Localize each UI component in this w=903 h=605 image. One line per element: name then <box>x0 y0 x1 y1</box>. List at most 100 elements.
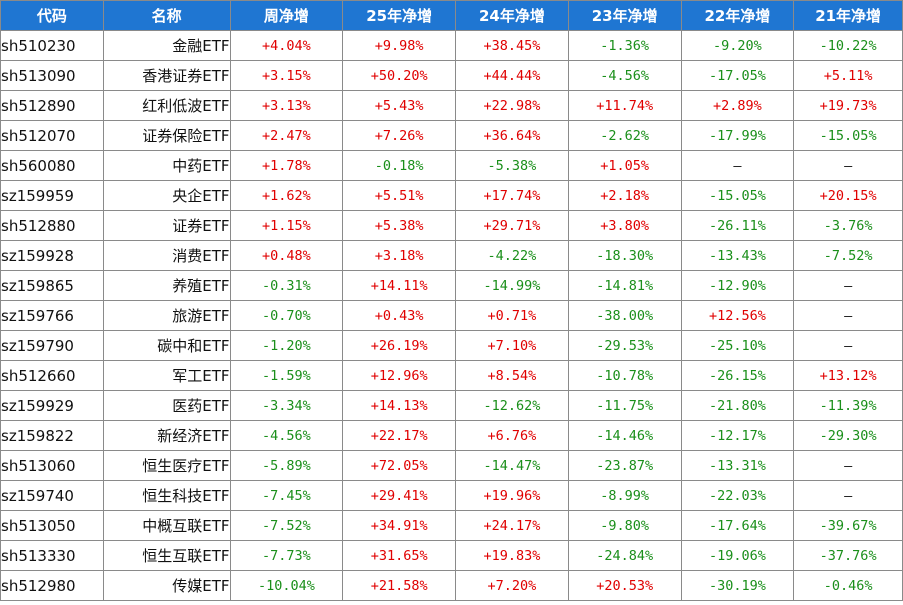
cell-code: sz159929 <box>0 390 104 421</box>
table-row: sh512890 红利低波ETF +3.13% +5.43% +22.98% +11.74… <box>0 90 903 121</box>
cell-y22: -17.64% <box>680 510 795 541</box>
cell-y25: +5.38% <box>342 210 457 241</box>
cell-y24: -14.47% <box>455 450 569 481</box>
table-row: sz159929 医药ETF -3.34% +14.13% -12.62% -11.75%… <box>0 390 903 421</box>
table-row: sz159822 新经济ETF -4.56% +22.17% +6.76% -14.46%… <box>0 420 903 451</box>
cell-week: +2.47% <box>229 120 344 151</box>
table-row: sz159865 养殖ETF -0.31% +14.11% -14.99% -14.81%… <box>0 270 903 301</box>
cell-y22: +2.89% <box>680 90 795 121</box>
cell-week: -7.52% <box>229 510 344 541</box>
cell-y25: +14.13% <box>342 390 457 421</box>
cell-name: 消费ETF <box>102 240 231 271</box>
cell-name: 军工ETF <box>102 360 231 391</box>
cell-y23: -1.36% <box>567 30 682 61</box>
header-y24: 24年净增 <box>455 0 569 31</box>
cell-code: sh512890 <box>0 90 104 121</box>
table-body: sh510230 金融ETF +4.04% +9.98% +38.45% -1.36% -9… <box>0 30 903 601</box>
cell-y22: -12.90% <box>680 270 795 301</box>
cell-y22: -19.06% <box>680 540 795 571</box>
cell-y22: -17.99% <box>680 120 795 151</box>
cell-y23: -14.46% <box>567 420 682 451</box>
cell-code: sh512660 <box>0 360 104 391</box>
cell-y22: -30.19% <box>680 570 795 601</box>
cell-y21: -29.30% <box>793 420 903 451</box>
cell-y24: +44.44% <box>455 60 569 91</box>
cell-y23: +3.80% <box>567 210 682 241</box>
table-row: sh513330 恒生互联ETF -7.73% +31.65% +19.83% -24.8… <box>0 540 903 571</box>
cell-name: 中概互联ETF <box>102 510 231 541</box>
header-name: 名称 <box>102 0 231 31</box>
cell-y22: -26.11% <box>680 210 795 241</box>
cell-code: sh513050 <box>0 510 104 541</box>
cell-name: 红利低波ETF <box>102 90 231 121</box>
table-row: sz159959 央企ETF +1.62% +5.51% +17.74% +2.18% -1… <box>0 180 903 211</box>
cell-y21: -37.76% <box>793 540 903 571</box>
cell-y25: +7.26% <box>342 120 457 151</box>
cell-y23: -9.80% <box>567 510 682 541</box>
cell-y25: +26.19% <box>342 330 457 361</box>
cell-y22: -21.80% <box>680 390 795 421</box>
cell-y23: -14.81% <box>567 270 682 301</box>
cell-name: 中药ETF <box>102 150 231 181</box>
cell-y25: +34.91% <box>342 510 457 541</box>
cell-week: -7.73% <box>229 540 344 571</box>
cell-week: -3.34% <box>229 390 344 421</box>
cell-y22: -17.05% <box>680 60 795 91</box>
header-code: 代码 <box>0 0 104 31</box>
cell-name: 香港证券ETF <box>102 60 231 91</box>
cell-code: sz159865 <box>0 270 104 301</box>
cell-name: 证券保险ETF <box>102 120 231 151</box>
cell-code: sz159959 <box>0 180 104 211</box>
cell-y23: -10.78% <box>567 360 682 391</box>
table-row: sz159790 碳中和ETF -1.20% +26.19% +7.10% -29.53%… <box>0 330 903 361</box>
cell-y21: +5.11% <box>793 60 903 91</box>
cell-week: +1.15% <box>229 210 344 241</box>
cell-y22: -25.10% <box>680 330 795 361</box>
cell-y21: — <box>793 450 903 481</box>
cell-code: sz159766 <box>0 300 104 331</box>
cell-y25: +22.17% <box>342 420 457 451</box>
cell-y22: -15.05% <box>680 180 795 211</box>
cell-y23: -29.53% <box>567 330 682 361</box>
cell-y23: +20.53% <box>567 570 682 601</box>
cell-y21: +20.15% <box>793 180 903 211</box>
table-row: sh513090 香港证券ETF +3.15% +50.20% +44.44% -4.56… <box>0 60 903 91</box>
cell-y24: +7.10% <box>455 330 569 361</box>
cell-week: -4.56% <box>229 420 344 451</box>
cell-y24: +36.64% <box>455 120 569 151</box>
cell-y21: — <box>793 300 903 331</box>
table-row: sh512880 证券ETF +1.15% +5.38% +29.71% +3.80% -2… <box>0 210 903 241</box>
header-y25: 25年净增 <box>342 0 457 31</box>
cell-y24: +22.98% <box>455 90 569 121</box>
cell-y22: — <box>680 150 795 181</box>
cell-week: +1.78% <box>229 150 344 181</box>
cell-code: sh513060 <box>0 450 104 481</box>
table-row: sh512660 军工ETF -1.59% +12.96% +8.54% -10.78% -… <box>0 360 903 391</box>
cell-y23: -8.99% <box>567 480 682 511</box>
cell-y23: +1.05% <box>567 150 682 181</box>
cell-y25: +12.96% <box>342 360 457 391</box>
cell-y23: +2.18% <box>567 180 682 211</box>
cell-name: 旅游ETF <box>102 300 231 331</box>
cell-name: 新经济ETF <box>102 420 231 451</box>
cell-name: 证券ETF <box>102 210 231 241</box>
cell-y23: +11.74% <box>567 90 682 121</box>
cell-week: -1.20% <box>229 330 344 361</box>
cell-y21: +13.12% <box>793 360 903 391</box>
header-row: 代码 名称 周净增 25年净增 24年净增 23年净增 22年净增 21年净增 <box>0 0 903 31</box>
cell-name: 恒生医疗ETF <box>102 450 231 481</box>
cell-code: sh513330 <box>0 540 104 571</box>
cell-y25: +5.51% <box>342 180 457 211</box>
cell-week: -1.59% <box>229 360 344 391</box>
table-row: sh510230 金融ETF +4.04% +9.98% +38.45% -1.36% -9… <box>0 30 903 61</box>
cell-week: -10.04% <box>229 570 344 601</box>
header-week: 周净增 <box>229 0 344 31</box>
cell-y21: -0.46% <box>793 570 903 601</box>
cell-y21: -3.76% <box>793 210 903 241</box>
cell-y24: -5.38% <box>455 150 569 181</box>
cell-y25: +29.41% <box>342 480 457 511</box>
cell-y25: +72.05% <box>342 450 457 481</box>
cell-code: sz159822 <box>0 420 104 451</box>
cell-name: 金融ETF <box>102 30 231 61</box>
